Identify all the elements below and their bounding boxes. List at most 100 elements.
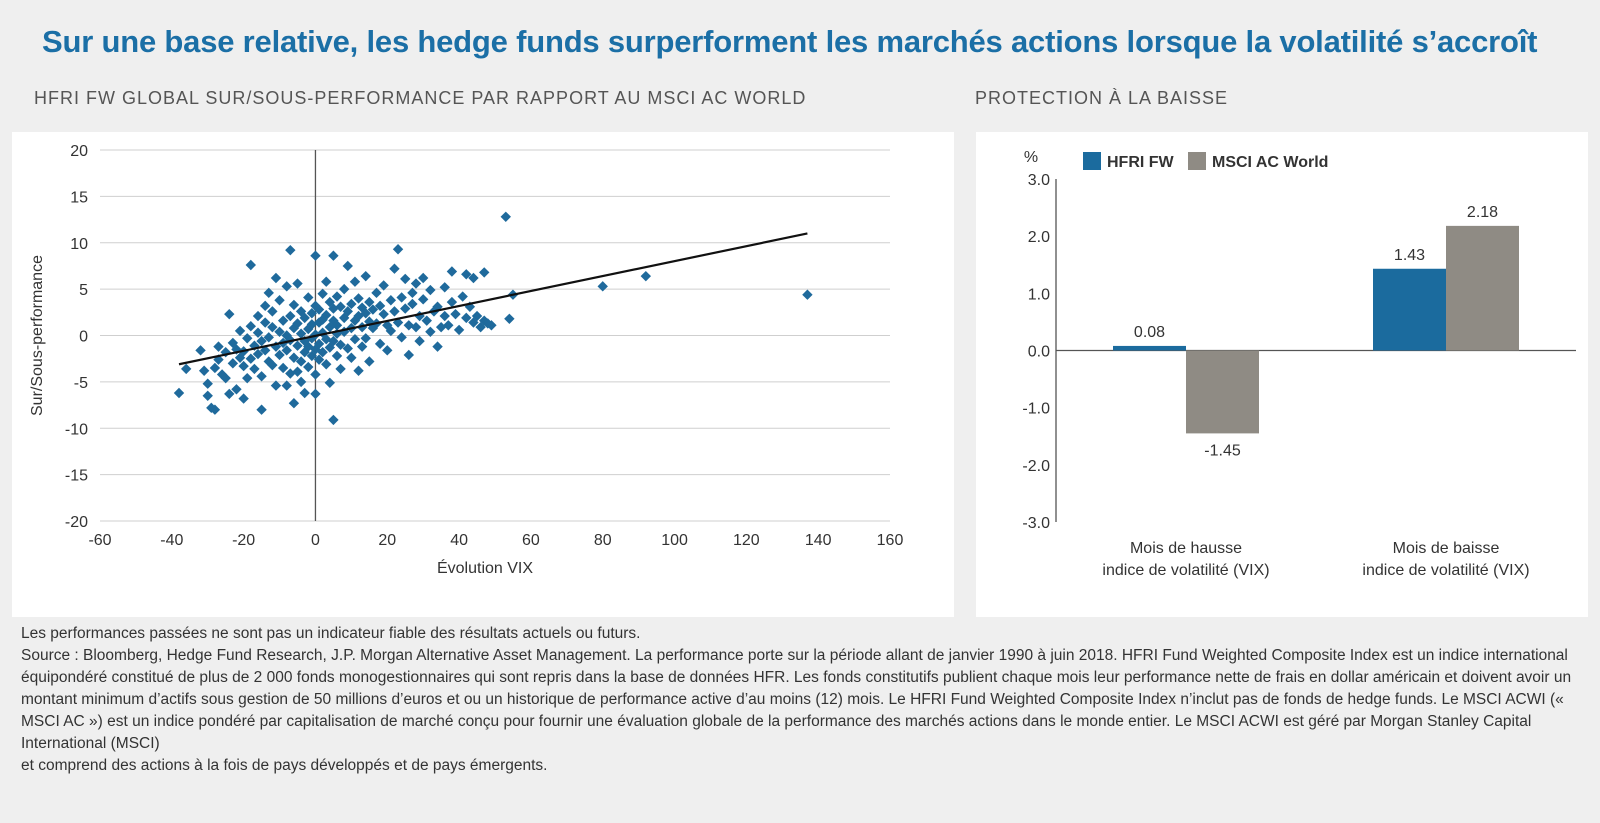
scatter-point	[252, 348, 264, 360]
scatter-point	[353, 365, 364, 376]
scatter-point	[335, 339, 346, 350]
scatter-point	[310, 388, 321, 400]
scatter-point	[353, 293, 364, 304]
bar-legend: HFRI FW MSCI AC World	[1083, 152, 1328, 171]
scatter-point	[292, 366, 303, 377]
scatter-x-tick-labels: -60 -40 -20 0 20 40 60 80 100 120 140 160	[88, 532, 903, 549]
scatter-point	[479, 267, 490, 278]
scatter-point	[597, 281, 608, 292]
scatter-point	[317, 346, 328, 358]
scatter-point	[274, 295, 285, 306]
scatter-point	[303, 361, 314, 373]
scatter-y-tick-label: 20	[70, 143, 88, 160]
scatter-point	[224, 308, 235, 320]
scatter-point	[400, 303, 411, 314]
bar-y-tick-label: -2.0	[1022, 458, 1050, 475]
scatter-point	[342, 260, 353, 272]
bar-value-labels: 0.08 -1.45 1.43 2.18	[1134, 204, 1498, 460]
legend-swatch-msci	[1188, 152, 1206, 170]
scatter-point	[220, 372, 231, 384]
scatter-point	[321, 276, 332, 287]
scatter-point	[331, 291, 343, 302]
scatter-point	[295, 376, 307, 388]
scatter-point	[245, 321, 257, 332]
scatter-point	[288, 352, 300, 363]
scatter-point	[259, 317, 271, 328]
scatter-point	[335, 363, 346, 375]
scatter-point	[198, 365, 210, 376]
bar-msci	[1446, 225, 1519, 351]
scatter-point	[238, 393, 249, 404]
scatter-point	[446, 296, 458, 308]
scatter-x-tick-label: -60	[88, 532, 111, 549]
bar-y-tick-label: 2.0	[1028, 229, 1050, 246]
scatter-point	[374, 300, 386, 312]
scatter-point	[500, 211, 511, 222]
scatter-point	[331, 350, 343, 362]
scatter-point	[356, 341, 368, 352]
scatter-point	[324, 342, 336, 353]
scatter-point	[364, 356, 375, 367]
scatter-chart-title: HFRI FW GLOBAL SUR/SOUS-PERFORMANCE PAR …	[34, 88, 807, 108]
scatter-point	[486, 320, 497, 331]
scatter-x-tick-label: 140	[805, 532, 832, 549]
scatter-point	[425, 284, 436, 296]
scatter-point	[328, 414, 339, 426]
category-label-hausse-line1: Mois de hausse	[1130, 540, 1242, 557]
scatter-point	[245, 259, 257, 271]
bar-value-label: 0.08	[1134, 324, 1165, 341]
scatter-point	[400, 273, 411, 285]
scatter-point	[439, 282, 450, 293]
scatter-point	[457, 291, 468, 302]
footnote-last-line: et comprend des actions à la fois de pay…	[21, 757, 548, 774]
category-label-hausse-line2: indice de volatilité (VIX)	[1102, 562, 1269, 579]
scatter-point	[242, 372, 253, 384]
scatter-point	[389, 263, 400, 274]
scatter-point	[338, 283, 350, 295]
bar-y-tick-label: 1.0	[1028, 286, 1050, 303]
scatter-x-tick-label: 20	[378, 532, 396, 549]
scatter-point	[213, 341, 224, 352]
scatter-point	[417, 294, 429, 305]
scatter-point	[342, 306, 353, 317]
scatter-point	[331, 320, 343, 331]
scatter-point	[270, 380, 282, 391]
scatter-y-tick-label: 5	[79, 282, 88, 299]
scatter-point	[410, 278, 422, 289]
scatter-point	[277, 362, 289, 374]
page-title: Sur une base relative, les hedge funds s…	[42, 24, 1538, 59]
scatter-point	[482, 318, 494, 329]
bar-y-unit-label: %	[1024, 149, 1038, 166]
bar-chart-title: PROTECTION À LA BAISSE	[975, 88, 1229, 108]
footnote: Les performances passées ne sont pas un …	[21, 623, 1586, 777]
scatter-x-tick-label: 160	[877, 532, 904, 549]
scatter-point	[231, 384, 242, 395]
scatter-point	[313, 354, 325, 365]
scatter-x-tick-label: 60	[522, 532, 540, 549]
scatter-point	[274, 326, 285, 337]
scatter-y-tick-label: 0	[79, 329, 88, 346]
scatter-point	[310, 250, 321, 261]
scatter-chart-panel: 20 15 10 5 0 -5 -10 -15 -20 -60 -40 -20 0 20 40 60 80 10…	[12, 132, 954, 617]
scatter-point	[292, 318, 303, 329]
scatter-point	[382, 345, 393, 356]
scatter-x-tick-label: 40	[450, 532, 468, 549]
scatter-gridlines	[100, 149, 890, 522]
scatter-point	[299, 387, 310, 399]
scatter-point	[295, 328, 307, 339]
bar-y-tick-label: -3.0	[1022, 515, 1050, 532]
scatter-point	[504, 313, 515, 325]
scatter-point	[245, 353, 257, 364]
scatter-point	[385, 325, 397, 337]
scatter-point	[270, 272, 282, 284]
scatter-point	[471, 310, 483, 322]
scatter-point	[360, 270, 371, 282]
scatter-point	[224, 388, 235, 400]
scatter-point	[328, 335, 339, 347]
x-axis-label: Évolution VIX	[437, 558, 533, 577]
bar-chart-panel: % HFRI FW MSCI AC World 3.0 2.0 1.0 0.0 -1.0…	[976, 132, 1588, 617]
scatter-y-tick-label: -10	[65, 421, 88, 438]
scatter-point	[285, 368, 296, 379]
scatter-point	[389, 306, 400, 317]
scatter-x-tick-label: 80	[594, 532, 612, 549]
